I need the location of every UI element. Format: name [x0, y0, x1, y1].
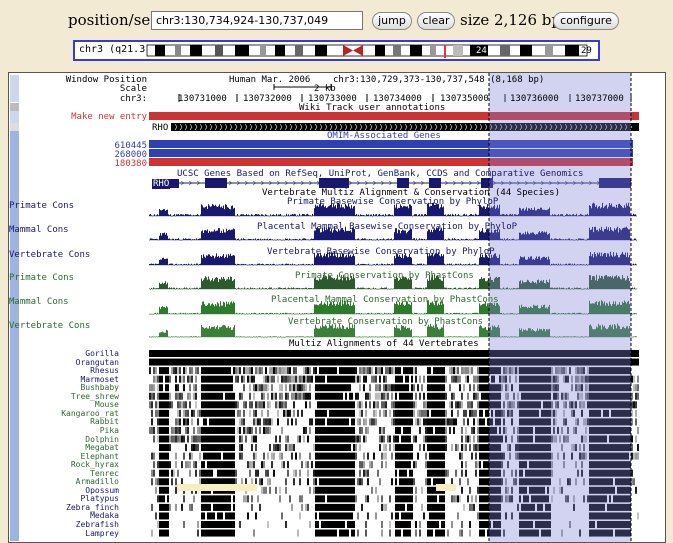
species-label: Opossum	[85, 485, 119, 495]
species-label: Zebra_finch	[66, 502, 119, 512]
chr-label: chr3:	[119, 94, 147, 104]
multiz-track-title: Vertebrate Multiz Alignment & Conservati…	[262, 188, 561, 198]
species-label: Zebrafish	[75, 520, 119, 529]
genome-browser-image[interactable]: Window Position Human Mar. 2006 chr3:130…	[8, 72, 666, 543]
range-text: chr3:130,729,373-130,737,548 (8,168 bp)	[333, 75, 545, 85]
species-label: Orangutan	[75, 357, 119, 367]
scale-label: Scale	[119, 84, 147, 94]
species-label: Rhesus	[90, 366, 119, 376]
species-label: Dolphin	[85, 434, 119, 444]
cons-title: Placental Mammal Basewise Conservation b…	[257, 222, 518, 232]
ruler-tick: 130732000	[243, 94, 292, 104]
cons-title: Placental Mammal Conservation by PhastCo…	[271, 295, 499, 305]
cons-label: Mammal Cons	[9, 297, 69, 307]
cons-title: Vertebrate Conservation by PhastCons	[288, 317, 484, 327]
cons-title: Vertebrate Basewise Conservation by Phyl…	[267, 247, 495, 257]
scale-value: 2 kb	[314, 84, 336, 94]
cons-label: Primate Cons	[9, 273, 75, 283]
species-label: Tenrec	[90, 468, 119, 478]
species-label: Armadillo	[75, 477, 119, 487]
ideogram-bands	[146, 44, 588, 58]
omim-track-title: OMIM-Associated Genes	[327, 131, 441, 141]
cons-label: Vertebrate Cons	[9, 250, 91, 260]
genes-track-title: UCSC Genes Based on RefSeq, UniProt, Gen…	[177, 169, 584, 179]
species-label: Bushbaby	[80, 383, 119, 393]
clear-button[interactable]: clear	[417, 12, 455, 30]
species-label: Rock_hyrax	[70, 460, 119, 470]
species-label: Kangaroo_rat	[61, 408, 119, 418]
species-label: Rabbit	[90, 417, 119, 427]
window-position-label: Window Position	[65, 75, 147, 85]
track-graphics	[10, 73, 639, 542]
species-label: Medaka	[90, 511, 119, 521]
ruler-tick: 130735000	[440, 94, 489, 104]
top-bar: position/search jump clear size 2,126 bp…	[0, 0, 673, 36]
ruler-tick: 130737000	[575, 94, 624, 104]
ideogram-label: chr3 (q21.3)	[79, 44, 152, 55]
species-label: Mouse	[94, 400, 119, 410]
cons-label: Mammal Cons	[9, 225, 69, 235]
chromosome-ideogram[interactable]: chr3 (q21.3) 24 29	[73, 40, 600, 61]
configure-button[interactable]: configure	[553, 12, 619, 30]
make-new-entry-link[interactable]: Make new entry	[71, 112, 147, 122]
position-search-input[interactable]	[151, 11, 363, 30]
gene-name-label[interactable]: RHO	[152, 179, 171, 189]
ruler-tick: 130736000	[510, 94, 559, 104]
cons-title: Primate Basewise Conservation by PhyloP	[287, 197, 499, 207]
cons-label: Primate Cons	[9, 201, 75, 211]
cons-title: Primate Conservation by PhastCons	[295, 271, 474, 281]
species-label: Platypus	[80, 494, 119, 504]
species-label: Lamprey	[85, 528, 119, 538]
omim-id[interactable]: 610445	[114, 141, 147, 151]
species-label: Elephant	[80, 451, 119, 461]
species-label: Gorilla	[85, 349, 119, 358]
omim-id[interactable]: 268000	[114, 150, 147, 160]
species-label: Marmoset	[80, 374, 119, 384]
jump-button[interactable]: jump	[372, 12, 412, 30]
ruler-tick: 130733000	[308, 94, 357, 104]
wiki-track-title: Wiki Track user annotations	[299, 103, 446, 113]
assembly-text: Human Mar. 2006	[229, 75, 311, 85]
ruler-tick: 130731000	[178, 94, 227, 104]
ideogram-left-number: 24	[476, 46, 487, 56]
rho-wiki-label: RHO	[152, 123, 169, 133]
omim-id[interactable]: 180380	[114, 159, 147, 169]
alignment-track-title: Multiz Alignments of 44 Vertebrates	[289, 339, 479, 349]
cons-label: Vertebrate Cons	[9, 321, 91, 331]
ruler-tick: 130734000	[373, 94, 422, 104]
species-label: Megabat	[85, 443, 119, 453]
ideogram-right-number: 29	[581, 46, 592, 56]
size-text: size 2,126 bp.	[460, 11, 566, 29]
species-label: Tree_shrew	[70, 391, 119, 401]
species-label: Pika	[99, 425, 119, 435]
